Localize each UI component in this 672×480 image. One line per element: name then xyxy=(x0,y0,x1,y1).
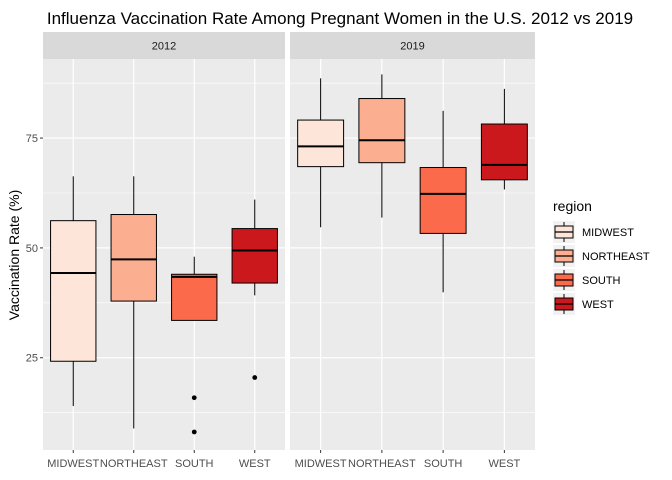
x-tick-label-midwest: MIDWEST xyxy=(295,458,347,470)
x-tick-label-south: SOUTH xyxy=(175,458,214,470)
strip-2019 xyxy=(290,32,535,59)
box-2019-south xyxy=(419,110,467,293)
x-tick-label-west: WEST xyxy=(239,458,271,470)
y-axis-title: Vaccination Rate (%) xyxy=(6,190,22,320)
x-tick-label-west: WEST xyxy=(488,458,520,470)
box-body xyxy=(358,98,406,164)
box-body xyxy=(231,228,278,284)
box-2019-northeast xyxy=(358,74,406,218)
box-body xyxy=(419,167,467,234)
panel-background-2019 xyxy=(290,59,535,450)
legend-item-south: SOUTH xyxy=(553,269,621,291)
x-tick-label-northeast: NORTHEAST xyxy=(348,458,416,470)
legend-label-midwest: MIDWEST xyxy=(582,227,634,239)
x-tick-label-midwest: MIDWEST xyxy=(47,458,99,470)
box-body xyxy=(480,123,528,181)
y-tick-label: 50 xyxy=(26,243,38,255)
outlier-point xyxy=(252,375,258,380)
legend-item-west: WEST xyxy=(553,293,614,315)
y-tick-label: 25 xyxy=(26,353,38,365)
strip-label-2012: 2012 xyxy=(152,41,176,53)
legend-item-northeast: NORTHEAST xyxy=(553,245,650,267)
strip-label-2019: 2019 xyxy=(400,41,424,53)
box-body xyxy=(171,273,218,321)
outlier-point xyxy=(191,395,197,401)
box-2019-west xyxy=(480,88,528,190)
legend-label-west: WEST xyxy=(582,299,614,311)
box-2012-northeast xyxy=(110,176,157,429)
y-tick-label: 75 xyxy=(26,133,38,145)
legend-item-midwest: MIDWEST xyxy=(553,221,634,243)
box-body xyxy=(297,119,345,168)
box-body xyxy=(110,214,157,302)
x-tick-label-northeast: NORTHEAST xyxy=(100,458,168,470)
legend-label-northeast: NORTHEAST xyxy=(582,251,650,263)
x-tick-label-south: SOUTH xyxy=(424,458,463,470)
legend-label-south: SOUTH xyxy=(582,275,621,287)
box-2012-west xyxy=(231,199,278,380)
legend: region MIDWEST NORTHEAST SOUTH WEST xyxy=(553,198,650,315)
box-body xyxy=(50,220,97,362)
strip-2012 xyxy=(43,32,285,59)
outlier-point xyxy=(191,429,197,435)
panel-2019: 2019 MIDWEST NORTHEAST SOUTH WEST xyxy=(290,32,535,470)
box-2012-south xyxy=(171,256,218,435)
box-2019-midwest xyxy=(297,78,345,228)
chart-title: Influenza Vaccination Rate Among Pregnan… xyxy=(47,9,633,28)
panel-2012: 2012 MIDWEST NORTHEAST SOUTH WEST xyxy=(43,32,285,470)
box-2012-midwest xyxy=(50,176,97,407)
legend-title: region xyxy=(553,198,592,214)
